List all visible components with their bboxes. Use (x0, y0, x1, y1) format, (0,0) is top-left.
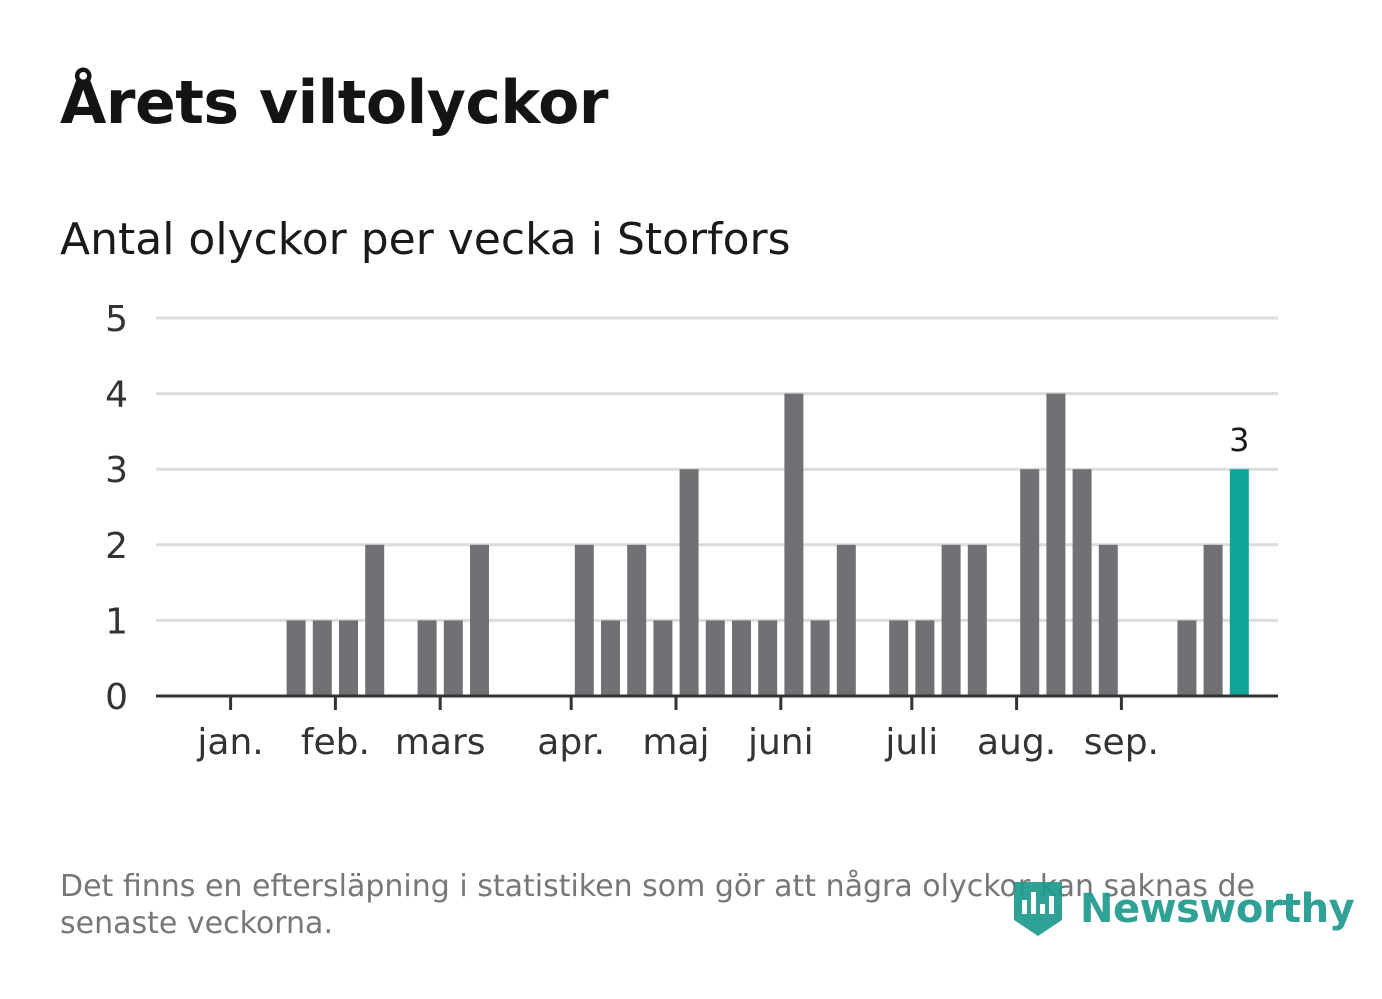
x-tick-label: juli (884, 722, 938, 763)
y-tick-label: 0 (105, 677, 128, 718)
y-tick-label: 3 (105, 450, 128, 491)
bar-week-33 (1046, 393, 1066, 696)
bar-week-15 (574, 544, 594, 696)
bar-week-24 (810, 620, 830, 696)
bar-week-17 (627, 544, 647, 696)
y-tick-label: 2 (105, 526, 128, 567)
x-tick-label: jan. (196, 722, 263, 763)
y-tick-label: 4 (105, 375, 128, 416)
x-tick-label: juni (747, 722, 814, 763)
bar-week-18 (653, 620, 673, 696)
bar-week-29 (941, 544, 961, 696)
bar-week-7 (365, 544, 385, 696)
bar-week-32 (1020, 469, 1040, 696)
y-tick-label: 1 (105, 601, 128, 642)
bar-week-30 (967, 544, 987, 696)
x-tick-label: apr. (537, 722, 605, 763)
bar-week-16 (601, 620, 620, 696)
bar-week-10 (443, 620, 463, 696)
x-tick-label: mars (395, 722, 486, 763)
bar-week-34 (1072, 469, 1092, 696)
newsworthy-logo-text: Newsworthy (1080, 886, 1355, 932)
bar-week-9 (417, 620, 437, 696)
chart-subtitle: Antal olyckor per vecka i Storfors (60, 214, 791, 265)
bar-week-20 (705, 620, 725, 696)
bar-week-23 (784, 393, 804, 696)
y-tick-label: 5 (105, 299, 128, 340)
highlight-value-label: 3 (1229, 421, 1249, 459)
bars (286, 393, 1249, 696)
bar-week-19 (679, 469, 699, 696)
bar-week-39 (1203, 544, 1223, 696)
x-tick-label: maj (642, 722, 709, 763)
bar-chart: 0 1 2 3 4 5 3 jan. feb. mars apr. maj juni juli aug. se… (105, 299, 1278, 763)
bar-week-28 (915, 620, 935, 696)
x-tick-label: sep. (1084, 722, 1159, 763)
axis-labels: 0 1 2 3 4 5 3 jan. feb. mars apr. maj juni juli aug. se… (105, 299, 1249, 763)
x-tick-label: aug. (977, 722, 1056, 763)
bar-week-25 (836, 544, 856, 696)
bar-week-27 (889, 620, 909, 696)
bar-week-6 (339, 620, 358, 696)
bar-highlight-week-40 (1229, 469, 1249, 696)
bar-week-35 (1098, 544, 1118, 696)
newsworthy-logo-icon (1014, 882, 1062, 936)
x-axis (156, 694, 1278, 710)
newsworthy-logo[interactable]: Newsworthy (1010, 878, 1355, 940)
bar-week-21 (732, 620, 751, 696)
x-tick-label: feb. (301, 722, 370, 763)
bar-week-4 (286, 620, 306, 696)
bar-week-11 (470, 544, 489, 696)
chart-title: Årets viltolyckor (60, 68, 609, 138)
bar-week-22 (758, 620, 778, 696)
bar-week-38 (1177, 620, 1197, 696)
bar-week-5 (312, 620, 332, 696)
